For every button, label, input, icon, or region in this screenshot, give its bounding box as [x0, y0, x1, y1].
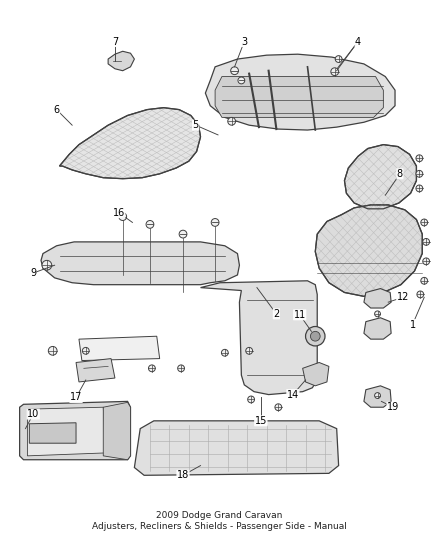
Circle shape — [238, 77, 245, 84]
Circle shape — [374, 393, 381, 399]
Polygon shape — [364, 288, 391, 308]
Circle shape — [148, 365, 155, 372]
Circle shape — [335, 55, 342, 62]
Polygon shape — [79, 336, 160, 360]
Polygon shape — [344, 144, 417, 209]
Text: 17: 17 — [70, 392, 82, 402]
Polygon shape — [201, 281, 317, 394]
Circle shape — [119, 213, 127, 221]
Circle shape — [421, 219, 427, 226]
Circle shape — [48, 346, 57, 355]
Circle shape — [231, 67, 238, 75]
Text: 16: 16 — [113, 208, 125, 217]
Circle shape — [178, 365, 184, 372]
Polygon shape — [215, 77, 383, 117]
Circle shape — [42, 260, 52, 270]
Circle shape — [423, 238, 430, 245]
Text: 15: 15 — [254, 416, 267, 426]
Circle shape — [416, 185, 423, 192]
Circle shape — [416, 155, 423, 161]
Circle shape — [146, 221, 154, 228]
Polygon shape — [20, 401, 131, 460]
Circle shape — [246, 348, 253, 354]
Text: 14: 14 — [287, 390, 299, 400]
Text: 10: 10 — [27, 409, 39, 419]
Polygon shape — [76, 359, 115, 382]
Text: 9: 9 — [30, 268, 36, 278]
Circle shape — [331, 68, 339, 76]
Polygon shape — [315, 205, 422, 296]
Text: 2009 Dodge Grand Caravan
Adjusters, Recliners & Shields - Passenger Side - Manua: 2009 Dodge Grand Caravan Adjusters, Recl… — [92, 511, 346, 531]
Circle shape — [275, 404, 282, 410]
Text: 6: 6 — [53, 104, 60, 115]
Text: 3: 3 — [241, 37, 247, 46]
Polygon shape — [28, 407, 105, 456]
Circle shape — [421, 277, 427, 284]
Circle shape — [82, 348, 89, 354]
Circle shape — [416, 171, 423, 177]
Polygon shape — [364, 386, 391, 407]
Polygon shape — [303, 362, 329, 386]
Circle shape — [311, 332, 320, 341]
Circle shape — [306, 327, 325, 346]
Text: 18: 18 — [177, 470, 189, 480]
Circle shape — [228, 117, 236, 125]
Text: 2: 2 — [273, 309, 279, 319]
Polygon shape — [60, 108, 201, 179]
Text: 8: 8 — [397, 169, 403, 179]
Polygon shape — [41, 242, 240, 285]
Text: 11: 11 — [293, 310, 306, 320]
Text: 7: 7 — [112, 37, 118, 46]
Polygon shape — [103, 402, 131, 460]
Circle shape — [417, 291, 424, 298]
Text: 1: 1 — [410, 320, 416, 329]
Polygon shape — [29, 423, 76, 443]
Text: 4: 4 — [355, 37, 361, 46]
Polygon shape — [108, 51, 134, 71]
Circle shape — [248, 396, 254, 403]
Circle shape — [423, 258, 430, 265]
Circle shape — [222, 349, 228, 356]
Polygon shape — [205, 54, 395, 130]
Text: 5: 5 — [193, 120, 199, 130]
Polygon shape — [364, 318, 391, 339]
Polygon shape — [134, 421, 339, 475]
Circle shape — [179, 230, 187, 238]
Circle shape — [374, 311, 381, 317]
Circle shape — [211, 219, 219, 227]
Text: 19: 19 — [387, 402, 399, 412]
Text: 12: 12 — [397, 292, 409, 302]
